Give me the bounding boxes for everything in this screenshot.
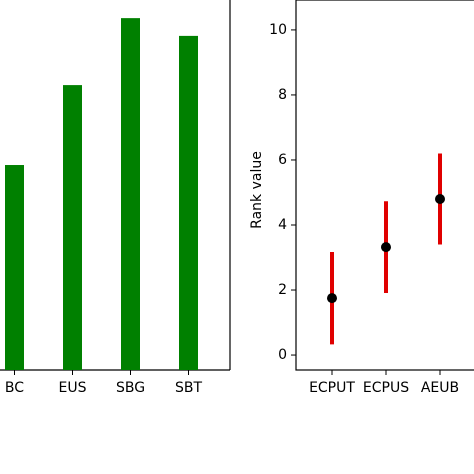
y-axis-label: Rank value — [249, 151, 265, 229]
point — [381, 242, 391, 253]
axis-frame — [295, 0, 474, 371]
x-tick-label: AEUB — [421, 380, 459, 396]
x-tick-label: ECPUS — [363, 380, 409, 396]
x-tick-label: BC — [5, 380, 24, 396]
y-tick-label: 0 — [278, 347, 287, 363]
x-tick-label: SBT — [175, 380, 202, 396]
x-tick-label: EUS — [59, 380, 87, 396]
bar — [179, 35, 198, 370]
bar — [5, 165, 24, 370]
x-tick-label: ECPUT — [309, 380, 355, 396]
bar — [121, 18, 140, 370]
y-tick-label: 4 — [278, 217, 287, 233]
point — [435, 193, 445, 204]
y-tick-label: 10 — [269, 22, 287, 38]
bar — [63, 85, 82, 370]
point — [327, 293, 337, 304]
y-tick-label: 2 — [278, 282, 287, 298]
x-tick-label: SBG — [116, 380, 145, 396]
y-tick-label: 6 — [278, 152, 287, 168]
y-tick-label: 8 — [278, 87, 287, 103]
